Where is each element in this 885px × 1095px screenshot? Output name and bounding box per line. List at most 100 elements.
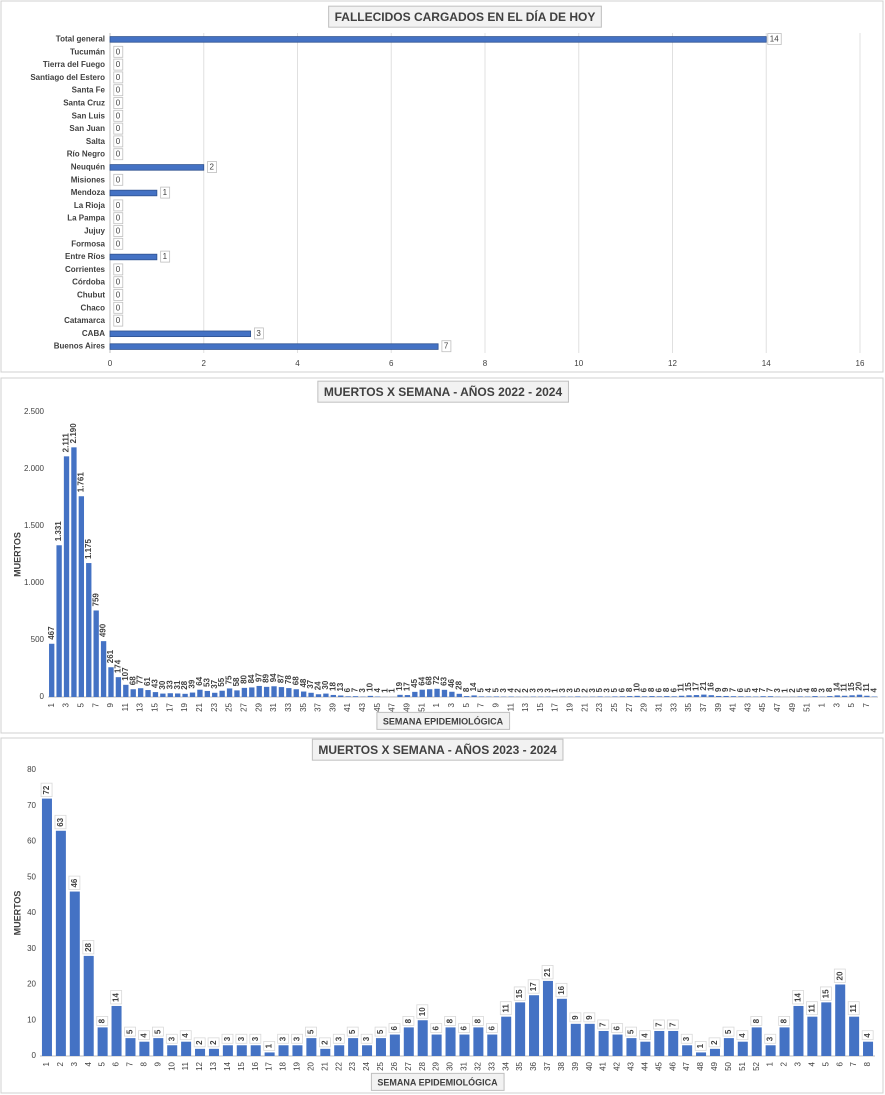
bar [730, 696, 737, 697]
data-label: 8 [462, 687, 471, 692]
x-tick-label: 7 [849, 1061, 858, 1066]
label-box [806, 1001, 818, 1016]
x-tick-label: 26 [390, 1061, 399, 1070]
bar [86, 563, 92, 697]
data-label: 8 [780, 1018, 789, 1023]
data-label: 4 [863, 1033, 872, 1038]
label-box [152, 1026, 164, 1037]
data-label: 2 [514, 688, 523, 693]
bar [779, 1027, 790, 1056]
data-label: 1 [551, 688, 560, 693]
bar [807, 1016, 818, 1056]
label-box [68, 875, 81, 890]
label-box [207, 1037, 220, 1048]
y-tick-label: 0 [40, 692, 45, 701]
label-box [778, 1016, 791, 1026]
x-tick-label: 33 [487, 1061, 496, 1070]
bar [556, 998, 567, 1056]
bar [834, 695, 840, 697]
data-label: 5 [795, 687, 804, 692]
label-box [388, 1023, 401, 1033]
data-label: 3 [773, 688, 782, 693]
bar [306, 1038, 317, 1056]
bar [708, 695, 714, 697]
x-tick-label: 5 [821, 1061, 830, 1066]
bar [137, 688, 144, 697]
y-tick-label: Misiones [71, 175, 106, 184]
bar [264, 1052, 275, 1056]
y-tick-label: 1.500 [24, 521, 45, 530]
x-tick-label: 12 [668, 359, 677, 368]
x-tick-label: 45 [654, 1061, 663, 1070]
bar [835, 984, 846, 1056]
bar [308, 692, 314, 697]
x-tick-label: 15 [151, 702, 160, 711]
bar [404, 695, 411, 697]
x-tick-label: 47 [388, 702, 397, 711]
bar [597, 696, 603, 697]
label-box [113, 173, 124, 186]
x-tick-label: 1 [47, 702, 56, 707]
bar [334, 1045, 345, 1056]
data-label: 4 [181, 1033, 190, 1038]
x-tick-label: 14 [223, 1061, 232, 1070]
data-label: 6 [654, 687, 663, 692]
data-label: 5 [610, 687, 619, 692]
label-box [486, 1023, 498, 1033]
label-box [666, 1019, 679, 1030]
bar [709, 1048, 720, 1056]
x-tick-label: 11 [181, 1061, 190, 1070]
y-tick-label: 60 [27, 837, 36, 846]
data-label: 18 [328, 681, 337, 690]
bar [125, 1038, 136, 1056]
x-tick-label: 3 [62, 702, 71, 707]
bar [797, 696, 803, 697]
label-box [694, 1041, 707, 1051]
data-label: 3 [566, 688, 575, 693]
data-label: 5 [153, 1029, 162, 1034]
y-tick-label: Mendoza [71, 188, 106, 197]
bar [767, 696, 774, 697]
y-tick-label: 500 [31, 635, 45, 644]
bar [263, 686, 270, 697]
x-tick-label: 35 [684, 702, 693, 711]
data-label: 15 [515, 989, 524, 998]
data-label: 8 [404, 1018, 413, 1023]
data-label: 97 [254, 672, 263, 681]
x-tick-label: 33 [284, 702, 293, 711]
panel [0, 377, 884, 734]
data-label: 13 [336, 682, 345, 691]
bar [109, 330, 252, 338]
data-label: 68 [291, 676, 300, 685]
bar [71, 447, 77, 697]
bar [348, 1038, 359, 1056]
bar [375, 1038, 386, 1056]
bar [250, 1045, 261, 1056]
data-label: 3 [237, 1036, 246, 1041]
x-tick-label: 5 [847, 702, 856, 707]
data-label: 89 [262, 673, 271, 682]
data-label: 8 [752, 1018, 761, 1023]
x-tick-label: 4 [807, 1061, 816, 1066]
x-tick-label: 52 [752, 1061, 761, 1070]
bar [668, 1030, 679, 1056]
label-box [113, 276, 124, 289]
label-box [767, 33, 782, 45]
x-tick-label: 2 [56, 1061, 65, 1066]
y-tick-label: Jujuy [84, 227, 105, 236]
bar [212, 692, 218, 697]
y-tick-label: Salta [86, 137, 106, 146]
x-tick-label: 31 [460, 1061, 469, 1070]
bar [493, 696, 500, 697]
x-tick-label: 51 [803, 702, 812, 711]
x-tick-label: 45 [758, 702, 767, 711]
x-tick-label: 19 [293, 1061, 302, 1070]
bar [515, 1002, 526, 1056]
x-tick-label: 50 [724, 1061, 733, 1070]
y-tick-label: Tierra del Fuego [43, 60, 105, 69]
bar [487, 1034, 498, 1056]
bar [864, 695, 870, 697]
x-tick-label: 2 [780, 1061, 789, 1066]
data-label: 14 [112, 993, 121, 1002]
data-label: 4 [139, 1033, 148, 1038]
